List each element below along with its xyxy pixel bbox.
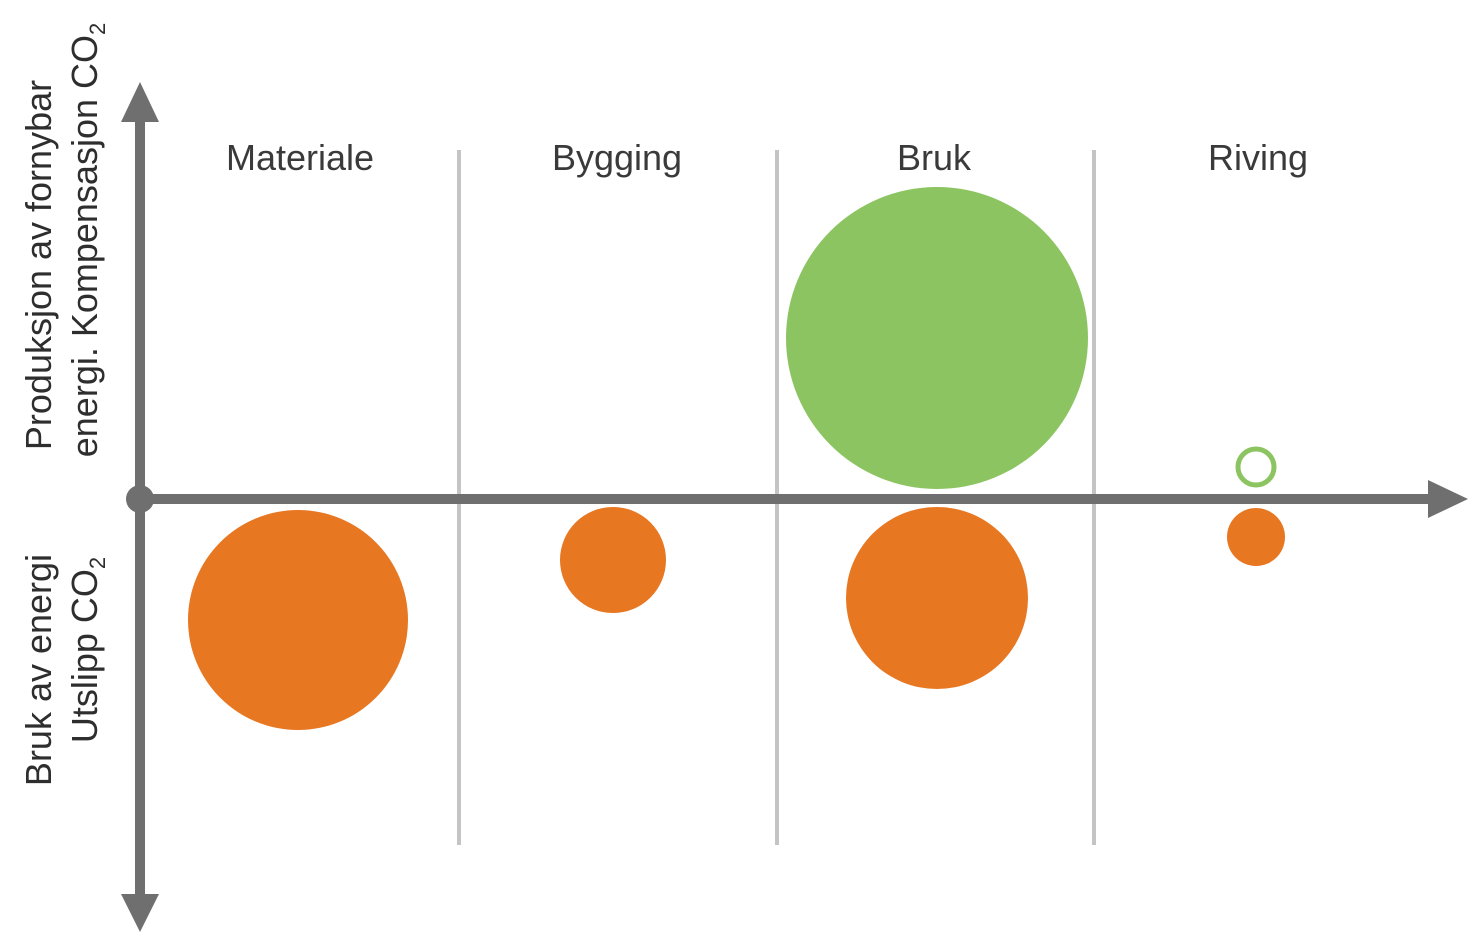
phase-label-bruk: Bruk: [897, 137, 972, 178]
bubble-riving-compensation-outline: [1235, 446, 1277, 488]
bubble-riving-emission: [1227, 508, 1285, 566]
y-axis-negative-label-line1: Bruk av energi: [18, 554, 59, 786]
y-axis-negative-label: Bruk av energi Utslipp CO2: [18, 554, 110, 786]
y-axis-positive-label-line2: energi. Kompensasjon CO2: [64, 23, 110, 457]
bubble-bruk-emission: [846, 507, 1028, 689]
x-axis-arrow-right-icon: [1428, 480, 1468, 518]
phase-label-riving: Riving: [1208, 137, 1308, 178]
phase-label-materiale: Materiale: [226, 137, 374, 178]
bubble-bruk-compensation: [786, 187, 1088, 489]
y-axis-positive-label-line1: Produksjon av fornybar: [18, 80, 59, 450]
y-axis-positive-label: Produksjon av fornybar energi. Kompensas…: [18, 23, 110, 457]
y-axis-arrow-up-icon: [121, 82, 159, 122]
bubble-bygging-emission: [560, 507, 666, 613]
phase-label-bygging: Bygging: [552, 137, 682, 178]
y-axis-negative-label-line2: Utslipp CO2: [64, 557, 110, 743]
bubble-materiale-emission: [188, 510, 408, 730]
axis-origin: [126, 485, 154, 513]
y-axis-arrow-down-icon: [121, 894, 159, 932]
